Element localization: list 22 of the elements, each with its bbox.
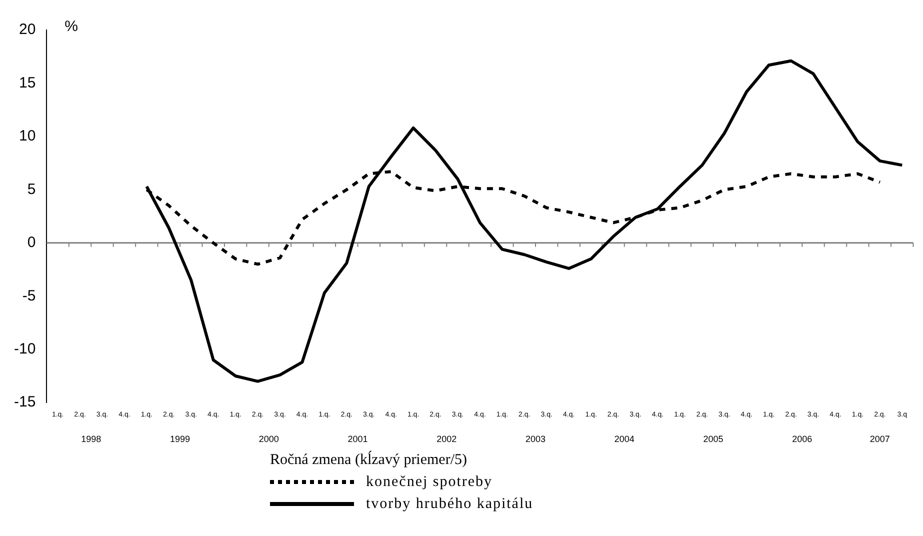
text: 1998 (81, 434, 102, 444)
y-tick-label: -10 (14, 340, 36, 358)
text: 2001 (348, 434, 368, 444)
text: 2004 (614, 434, 634, 444)
y-tick-label: 10 (18, 128, 36, 145)
y-tick-label: 5 (27, 180, 36, 198)
text: 2005 (703, 434, 724, 444)
legend-label: konečnej spotreby (366, 473, 493, 492)
y-tick-label: -15 (14, 394, 36, 411)
y-axis-title: % (64, 18, 78, 36)
y-tick-label: -5 (22, 287, 36, 304)
text: 2007 (870, 434, 890, 444)
text: 2006 (792, 434, 812, 444)
legend-title: Ročná zmena (kĺzavý priemer/5) (270, 450, 468, 470)
legend-label: tvorby hrubého kapitálu (366, 495, 534, 514)
text: 1999 (170, 434, 190, 444)
text: 2003 (525, 434, 546, 444)
text: 2002 (436, 434, 457, 444)
y-tick-label: 0 (27, 234, 36, 252)
y-tick-label: 15 (18, 74, 36, 92)
text: 2000 (258, 434, 279, 444)
y-tick-label: 20 (18, 21, 36, 38)
